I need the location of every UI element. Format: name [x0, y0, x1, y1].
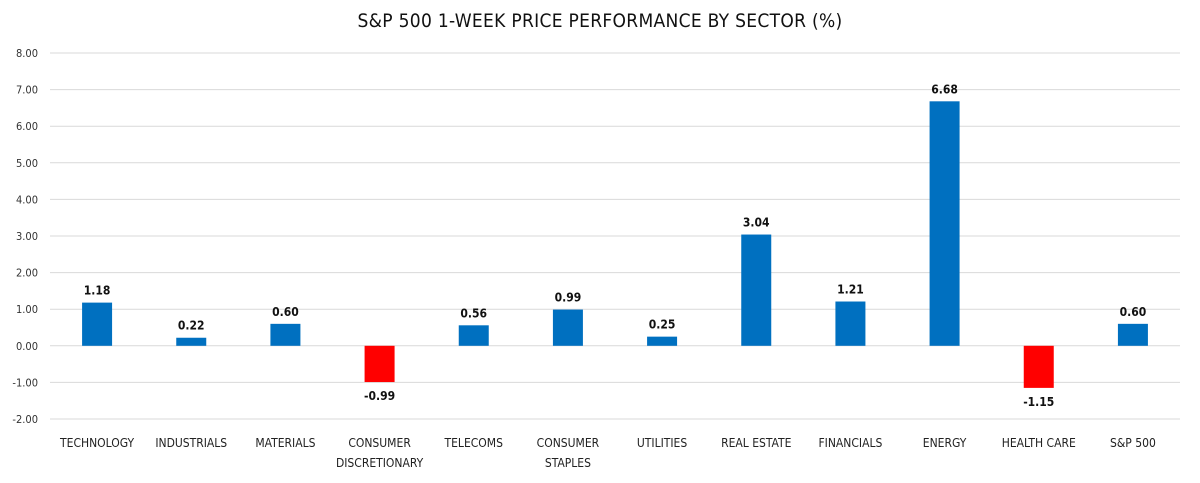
y-tick-label: -1.00 [12, 376, 38, 389]
bar [82, 302, 113, 346]
data-label: 0.25 [649, 318, 676, 332]
y-tick-label: 7.00 [16, 84, 38, 97]
bar [741, 234, 772, 346]
x-axis-category-labels: TECHNOLOGY INDUSTRIALS MATERIALS CONSUMER DI… [59, 436, 1156, 470]
data-label: 1.18 [84, 284, 111, 298]
y-tick-label: 1.00 [16, 303, 38, 316]
data-label: 0.56 [460, 306, 487, 320]
x-tick-label: TECHNOLOGY [59, 436, 134, 450]
data-label: 0.99 [555, 291, 582, 305]
bar [176, 337, 207, 346]
y-tick-label: 6.00 [16, 120, 38, 133]
y-tick-label: -2.00 [12, 413, 38, 426]
x-tick-label: INDUSTRIALS [155, 436, 227, 450]
y-tick-label: 2.00 [16, 267, 38, 280]
bar [552, 309, 583, 346]
data-label: -1.15 [1023, 395, 1054, 409]
bar [1117, 323, 1148, 346]
bar [647, 336, 678, 346]
data-label: 0.60 [272, 305, 299, 319]
bars [82, 101, 1148, 388]
y-tick-label: 4.00 [16, 193, 38, 206]
bar [458, 325, 489, 346]
x-tick-label: CONSUMER STAPLES [537, 436, 600, 470]
y-tick-label: 5.00 [16, 157, 38, 170]
data-label: 6.68 [931, 82, 958, 96]
x-tick-label: ENERGY [923, 436, 967, 450]
gridlines [50, 52, 1180, 420]
x-tick-label: S&P 500 [1110, 436, 1156, 450]
data-label: 0.22 [178, 319, 205, 333]
bar [1023, 345, 1054, 388]
y-axis-tick-labels: 8.00 7.00 6.00 5.00 4.00 3.00 2.00 1.00 0.00 -1.0… [12, 47, 38, 426]
y-tick-label: 3.00 [16, 230, 38, 243]
x-tick-label: REAL ESTATE [721, 436, 792, 450]
y-tick-label: 0.00 [16, 340, 38, 353]
y-tick-label: 8.00 [16, 47, 38, 60]
x-tick-label: HEALTH CARE [1002, 436, 1076, 450]
data-labels: 1.18 0.22 0.60 -0.99 0.56 0.99 0.25 3.04 1.21 6.6… [84, 82, 1146, 409]
bar [929, 101, 960, 346]
data-label: 1.21 [837, 283, 864, 297]
data-label: -0.99 [364, 389, 395, 403]
bar [835, 301, 866, 346]
data-label: 0.60 [1120, 305, 1147, 319]
x-tick-label: FINANCIALS [818, 436, 882, 450]
data-label: 3.04 [743, 216, 770, 230]
x-tick-label: TELECOMS [444, 436, 504, 450]
bar [270, 323, 301, 346]
x-tick-label: UTILITIES [637, 436, 687, 450]
chart-title: S&P 500 1-WEEK PRICE PERFORMANCE BY SECT… [357, 10, 843, 32]
bar [364, 345, 395, 383]
x-tick-label: MATERIALS [255, 436, 315, 450]
x-tick-label: CONSUMER DISCRETIONARY [336, 436, 424, 470]
